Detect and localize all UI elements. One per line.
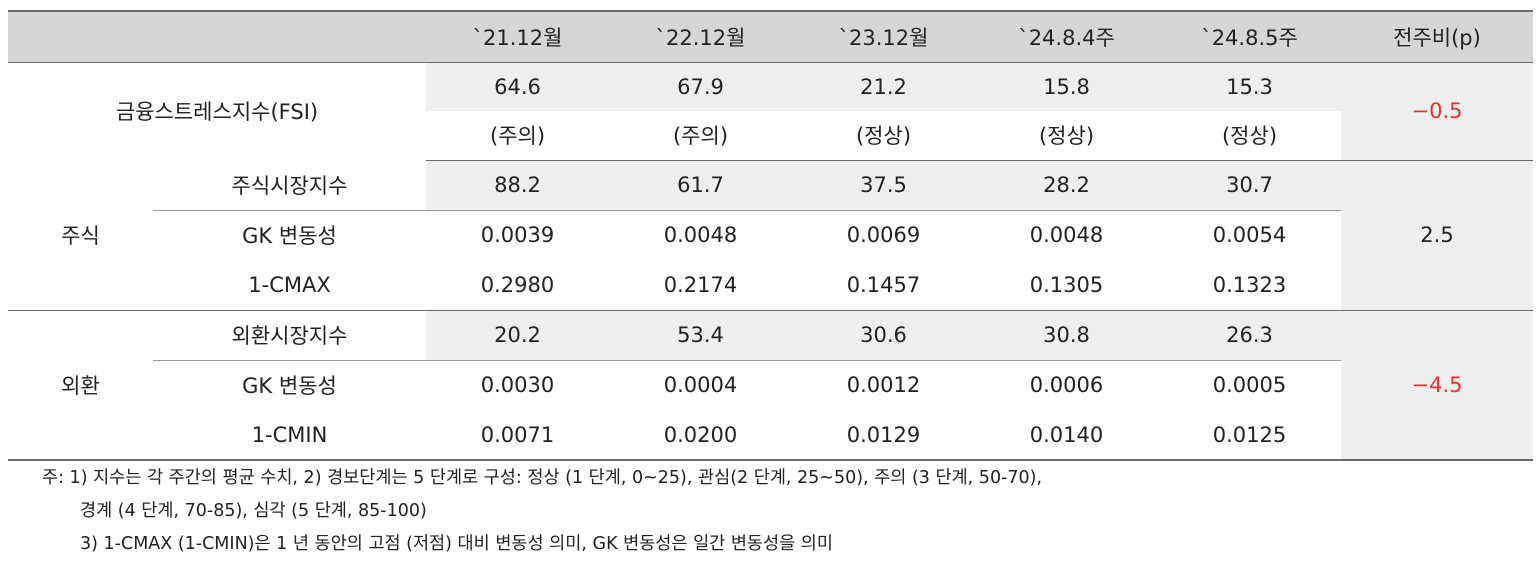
fx-row-label: 1-CMIN [251, 422, 328, 447]
fx-cmin-value: 0.0125 [1212, 422, 1287, 447]
fx-cmin-value: 0.0071 [480, 422, 555, 447]
fx-cmin-value: 0.0129 [846, 422, 921, 447]
header-row: `21.12월 `22.12월 `23.12월 `24.8.4주 `24.8.5… [8, 11, 1533, 63]
fx-delta: −4.5 [1341, 310, 1533, 460]
fx-index-row: 외환 외환시장지수 20.2 53.4 30.6 30.8 26.3 −4.5 [8, 310, 1533, 460]
fsi-value-row: 금융스트레스지수(FSI) 64.6 67.9 21.2 15.8 15.3 −… [8, 62, 1533, 161]
fsi-state: (주의) [426, 111, 609, 161]
stock-group-label: 주식 [8, 160, 153, 311]
fsi-state: (정상) [792, 111, 975, 161]
fx-row-label: GK 변동성 [153, 359, 426, 410]
table-notes: 주: 1) 지수는 각 주간의 평균 수치, 2) 경보단계는 5 단계로 구성… [42, 462, 1042, 561]
fx-index-value: 30.8 [975, 310, 1158, 360]
header-col-1: `21.12월 [426, 11, 609, 63]
fx-gk-value: 0.0004 [609, 359, 792, 410]
stock-row-label: 주식시장지수 [231, 173, 348, 198]
stock-index-value: 37.5 [792, 160, 975, 210]
stock-cmax-value: 0.2174 [609, 260, 792, 311]
fx-gk-value: 0.0006 [975, 359, 1158, 410]
fx-cmin-row: 1-CMIN 0.0071 0.0200 0.0129 0.0140 0.012… [8, 410, 1533, 460]
header-col-3: `23.12월 [792, 11, 975, 63]
header-col-5: `24.8.5주 [1158, 11, 1341, 63]
stock-cmax-row: 1-CMAX 0.2980 0.2174 0.1457 0.1305 0.132… [8, 260, 1533, 311]
header-col-4: `24.8.4주 [975, 11, 1158, 63]
stock-row-label: GK 변동성 [153, 209, 426, 260]
stock-gk-value: 0.0048 [975, 209, 1158, 260]
fsi-value: 15.8 [975, 62, 1158, 111]
stock-index-row: 주식 주식시장지수 88.2 61.7 37.5 28.2 30.7 2.5 [8, 160, 1533, 311]
fsi-state-row: (주의) (주의) (정상) (정상) (정상) [8, 111, 1533, 161]
fx-index-value: 30.6 [792, 310, 975, 360]
fsi-value: 15.3 [1158, 62, 1341, 111]
note-line-1: 주: 1) 지수는 각 주간의 평균 수치, 2) 경보단계는 5 단계로 구성… [42, 468, 1043, 488]
header-col-2: `22.12월 [609, 11, 792, 63]
stock-gk-value: 0.0039 [426, 209, 609, 260]
stock-index-value: 28.2 [975, 160, 1158, 210]
stock-index-value: 30.7 [1158, 160, 1341, 210]
fx-gk-row: GK 변동성 0.0030 0.0004 0.0012 0.0006 0.000… [8, 359, 1533, 410]
fsi-state: (주의) [609, 111, 792, 161]
header-blank [8, 11, 426, 63]
fsi-label: 금융스트레스지수(FSI) [115, 100, 319, 125]
stock-index-value: 88.2 [426, 160, 609, 210]
stock-cmax-value: 0.1323 [1158, 260, 1341, 311]
stock-delta: 2.5 [1341, 160, 1533, 311]
fx-gk-value: 0.0012 [792, 359, 975, 410]
fx-gk-value: 0.0030 [426, 359, 609, 410]
fsi-table: `21.12월 `22.12월 `23.12월 `24.8.4주 `24.8.5… [8, 10, 1533, 461]
stock-gk-value: 0.0054 [1158, 209, 1341, 260]
header-col-delta: 전주비(p) [1341, 11, 1533, 63]
stock-row-label: 1-CMAX [153, 260, 426, 311]
note-line-2: 경계 (4 단계, 70-85), 심각 (5 단계, 85-100) [80, 501, 427, 521]
stock-cmax-value: 0.1457 [792, 260, 975, 311]
fx-index-value: 26.3 [1158, 310, 1341, 360]
fx-index-value: 20.2 [426, 310, 609, 360]
stock-gk-value: 0.0048 [609, 209, 792, 260]
note-line-3: 3) 1-CMAX (1-CMIN)은 1 년 동안의 고점 (저점) 대비 변… [80, 534, 833, 554]
fx-cmin-value: 0.0140 [1029, 422, 1104, 447]
fsi-delta: −0.5 [1341, 62, 1533, 161]
stock-gk-value: 0.0069 [792, 209, 975, 260]
fx-group-label: 외환 [61, 373, 100, 398]
stock-cmax-value: 0.1305 [975, 260, 1158, 311]
fx-row-label: 외환시장지수 [231, 324, 348, 348]
fsi-value: 21.2 [792, 62, 975, 111]
stock-gk-row: GK 변동성 0.0039 0.0048 0.0069 0.0048 0.005… [8, 209, 1533, 260]
fsi-state: (정상) [975, 111, 1158, 161]
fx-gk-value: 0.0005 [1158, 359, 1341, 410]
fsi-state: (정상) [1158, 111, 1341, 161]
fsi-value: 64.6 [426, 62, 609, 111]
fsi-value: 67.9 [609, 62, 792, 111]
stock-index-value: 61.7 [609, 160, 792, 210]
stock-cmax-value: 0.2980 [426, 260, 609, 311]
fx-cmin-value: 0.0200 [663, 422, 738, 447]
fx-index-value: 53.4 [609, 310, 792, 360]
